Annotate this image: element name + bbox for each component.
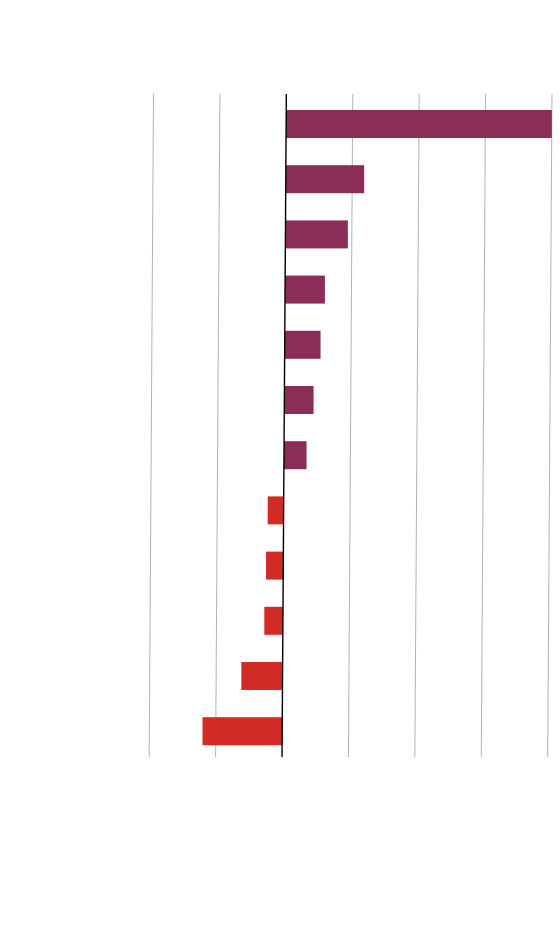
bar-positive [284, 330, 321, 359]
bar-negative [241, 662, 283, 690]
zero-axis-line [281, 93, 288, 758]
grid-lines [148, 93, 553, 758]
gridline [347, 93, 354, 758]
bar-negative [202, 717, 283, 746]
gridline [414, 93, 420, 758]
bar-positive [285, 165, 365, 194]
bars [202, 110, 552, 746]
bar-negative [264, 606, 283, 635]
axes [281, 93, 288, 758]
bar-positive [286, 110, 552, 138]
bar-positive [283, 441, 307, 470]
gridline [547, 93, 553, 758]
bar-positive [285, 220, 348, 249]
bar-positive [284, 386, 314, 414]
gridline [148, 93, 154, 758]
bar-negative [265, 551, 284, 580]
gridline [480, 93, 487, 758]
bar-negative [267, 496, 284, 525]
bar-positive [285, 275, 325, 304]
gridline [215, 93, 221, 758]
